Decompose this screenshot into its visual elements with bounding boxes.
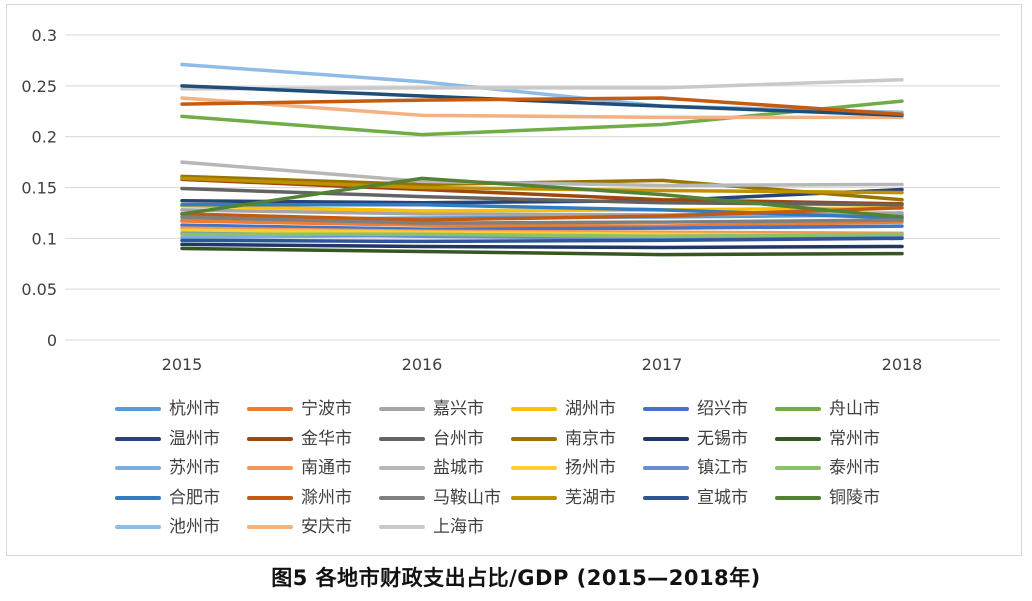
legend-label: 上海市 <box>433 517 484 537</box>
series-line-20 <box>180 215 904 225</box>
legend-label: 芜湖市 <box>565 487 616 508</box>
y-tick-label: 0.2 <box>32 128 57 147</box>
series-line-10 <box>180 242 904 250</box>
legend-label: 嘉兴市 <box>433 399 484 419</box>
series-line-4 <box>180 223 904 231</box>
series-line-8 <box>180 186 904 207</box>
legend-swatch <box>115 525 161 529</box>
legend-swatch <box>775 407 821 411</box>
y-tick-label: 0.25 <box>21 77 57 96</box>
legend-label: 滁州市 <box>301 487 352 508</box>
chart-frame: 0 0.05 0.1 0.15 0.2 0.25 0.3 2015 2016 2017 2018 杭… <box>6 4 1022 556</box>
legend-swatch <box>643 495 689 500</box>
legend-label: 绍兴市 <box>697 399 748 419</box>
legend-label: 泰州市 <box>829 458 880 478</box>
series-line-23 <box>180 176 904 219</box>
legend-swatch <box>247 495 293 500</box>
y-tick-label: 0.15 <box>21 179 57 198</box>
legend-swatch <box>511 407 557 411</box>
y-tick-label: 0.05 <box>21 280 57 299</box>
legend-label: 金华市 <box>301 428 352 449</box>
legend-label: 南通市 <box>301 458 352 478</box>
legend-label: 池州市 <box>169 517 220 537</box>
series-line-26 <box>180 77 904 91</box>
series-line-22 <box>180 236 904 244</box>
legend-label: 马鞍山市 <box>433 487 501 508</box>
y-tick-label: 0.3 <box>32 26 57 45</box>
series-line-11 <box>180 246 904 257</box>
legend-swatch <box>775 466 821 470</box>
legend-label: 苏州市 <box>169 458 220 478</box>
legend-swatch <box>247 466 293 470</box>
line-chart: 0 0.05 0.1 0.15 0.2 0.25 0.3 2015 2016 2017 2018 <box>21 26 1000 374</box>
legend-swatch <box>511 466 557 470</box>
series-line-17 <box>180 232 904 239</box>
legend-label: 扬州市 <box>565 458 616 478</box>
legend-swatch <box>115 466 161 470</box>
legend-swatch <box>643 407 689 411</box>
y-tick-label: 0.1 <box>32 229 57 248</box>
series-line-19 <box>180 206 904 222</box>
legend-label: 温州市 <box>169 428 220 449</box>
legend-label: 铜陵市 <box>829 487 880 508</box>
legend-label: 盐城市 <box>433 458 484 478</box>
legend-label: 常州市 <box>829 428 880 449</box>
figure-caption: 图5 各地市财政支出占比/GDP (2015—2018年) <box>271 566 761 590</box>
y-tick-label: 0 <box>47 331 57 350</box>
legend-swatch <box>379 525 425 529</box>
series-line-27 <box>180 84 904 118</box>
x-tick-label: 2015 <box>162 355 203 374</box>
series-line-3 <box>180 204 904 213</box>
legend-swatch <box>115 407 161 411</box>
series-line-28 <box>180 96 904 117</box>
series-line-18 <box>180 203 904 220</box>
legend-swatch <box>643 466 689 470</box>
series-line-1 <box>180 219 904 228</box>
legend-swatch <box>379 466 425 470</box>
legend-swatch <box>775 495 821 500</box>
legend-swatch <box>247 525 293 529</box>
legend-label: 无锡市 <box>697 428 748 449</box>
legend-swatch <box>379 436 425 441</box>
legend-swatch <box>379 495 425 500</box>
legend-label: 舟山市 <box>829 399 880 419</box>
legend-swatch <box>379 407 425 411</box>
legend-swatch <box>511 495 557 500</box>
x-tick-label: 2017 <box>642 355 683 374</box>
series-line-21 <box>180 176 904 195</box>
series-line-6 <box>180 187 904 205</box>
x-tick-label: 2018 <box>882 355 923 374</box>
legend-label: 台州市 <box>433 428 484 449</box>
legend-swatch <box>247 436 293 441</box>
series-line-25 <box>180 96 904 120</box>
legend-label: 合肥市 <box>169 487 220 508</box>
legend-swatch <box>115 495 161 500</box>
legend-swatch <box>775 436 821 441</box>
series-line-5 <box>180 99 904 137</box>
series-line-14 <box>180 160 904 188</box>
legend-swatch <box>643 436 689 441</box>
legend-label: 宣城市 <box>697 487 748 508</box>
legend-swatch <box>115 436 161 441</box>
legend-label: 南京市 <box>565 428 616 449</box>
legend-label: 安庆市 <box>301 517 352 537</box>
legend-swatch <box>511 436 557 441</box>
legend-label: 杭州市 <box>169 399 220 419</box>
x-tick-label: 2016 <box>402 355 443 374</box>
legend-label: 湖州市 <box>565 399 616 419</box>
legend-label: 宁波市 <box>301 399 352 419</box>
legend-label: 镇江市 <box>697 458 748 478</box>
legend-swatch <box>247 407 293 411</box>
